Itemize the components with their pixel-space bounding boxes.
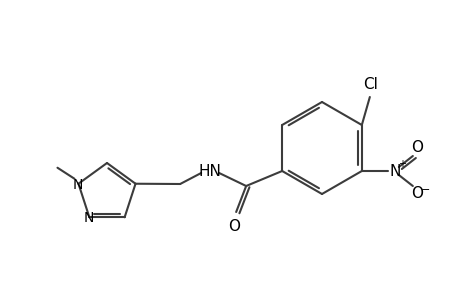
Text: N: N bbox=[388, 164, 400, 178]
Text: +: + bbox=[397, 159, 405, 169]
Text: Cl: Cl bbox=[363, 77, 377, 92]
Text: −: − bbox=[420, 185, 430, 195]
Text: N: N bbox=[83, 211, 93, 225]
Text: N: N bbox=[72, 178, 83, 192]
Text: O: O bbox=[228, 219, 240, 234]
Text: O: O bbox=[410, 140, 422, 155]
Text: O: O bbox=[410, 187, 422, 202]
Text: HN: HN bbox=[198, 164, 221, 179]
